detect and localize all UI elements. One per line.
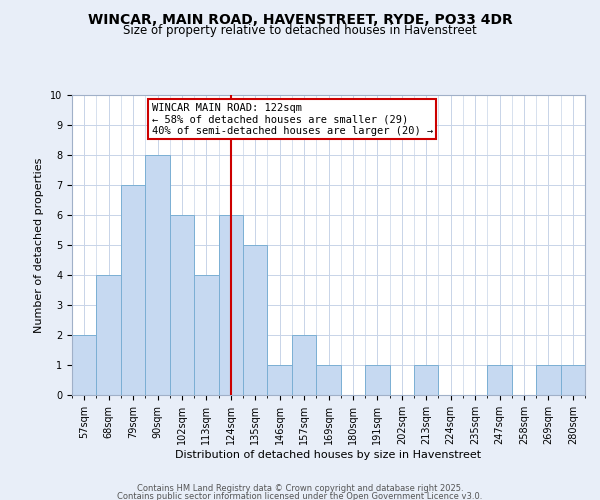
Bar [487,365,512,395]
Bar [316,365,341,395]
Text: WINCAR, MAIN ROAD, HAVENSTREET, RYDE, PO33 4DR: WINCAR, MAIN ROAD, HAVENSTREET, RYDE, PO… [88,12,512,26]
Text: Contains HM Land Registry data © Crown copyright and database right 2025.: Contains HM Land Registry data © Crown c… [137,484,463,493]
Text: Size of property relative to detached houses in Havenstreet: Size of property relative to detached ho… [123,24,477,37]
Bar [365,365,389,395]
Bar [243,245,268,395]
Bar [292,335,316,395]
Bar [97,275,121,395]
Bar [268,365,292,395]
X-axis label: Distribution of detached houses by size in Havenstreet: Distribution of detached houses by size … [175,450,482,460]
Bar [560,365,585,395]
Bar [121,185,145,395]
Text: Contains public sector information licensed under the Open Government Licence v3: Contains public sector information licen… [118,492,482,500]
Bar [145,155,170,395]
Bar [72,335,97,395]
Bar [170,215,194,395]
Text: WINCAR MAIN ROAD: 122sqm
← 58% of detached houses are smaller (29)
40% of semi-d: WINCAR MAIN ROAD: 122sqm ← 58% of detach… [152,102,433,136]
Bar [194,275,218,395]
Bar [536,365,560,395]
Y-axis label: Number of detached properties: Number of detached properties [34,158,44,332]
Bar [414,365,439,395]
Bar [218,215,243,395]
